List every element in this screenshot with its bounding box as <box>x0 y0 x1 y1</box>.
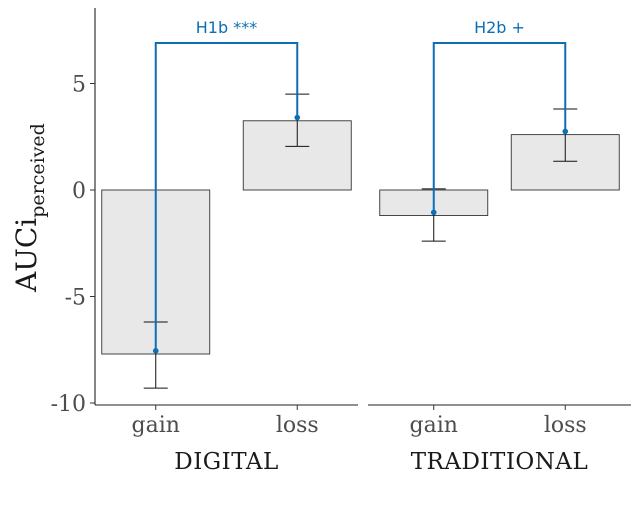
facet-panel: gain loss H2b + TRADITIONAL <box>368 18 631 475</box>
x-tick-label: gain <box>410 413 458 438</box>
bar <box>510 134 620 191</box>
y-axis-title: AUCiperceived <box>10 123 49 293</box>
significance-bracket <box>154 42 299 351</box>
y-tick-label: -10 <box>51 392 86 417</box>
data-point <box>562 128 569 135</box>
significance-label: H2b + <box>474 18 525 37</box>
x-tick-label: gain <box>132 413 180 438</box>
svg-text:AUCiperceived: AUCiperceived <box>10 123 49 293</box>
y-tick-label: -5 <box>65 286 86 311</box>
x-tick-label: loss <box>544 413 587 438</box>
data-point <box>294 114 301 121</box>
data-point <box>152 348 159 354</box>
data-point <box>430 209 437 216</box>
x-tick-label: loss <box>276 413 319 438</box>
facet-label: DIGITAL <box>174 449 278 475</box>
y-tick-label: 5 <box>72 73 86 98</box>
y-axis-title-main: AUCi <box>10 218 43 293</box>
significance-label: H1b *** <box>196 18 257 37</box>
facet-label: TRADITIONAL <box>411 449 589 475</box>
facets: gain loss H1b *** DIGITAL gain loss H2b + TRADI… <box>95 18 631 475</box>
facet-panel: gain loss H1b *** DIGITAL <box>95 18 358 475</box>
y-axis: -10 -5 0 5 <box>51 8 96 417</box>
significance-bracket <box>432 42 567 213</box>
y-tick-label: 0 <box>72 179 86 204</box>
y-axis-title-subscript: perceived <box>27 123 49 218</box>
